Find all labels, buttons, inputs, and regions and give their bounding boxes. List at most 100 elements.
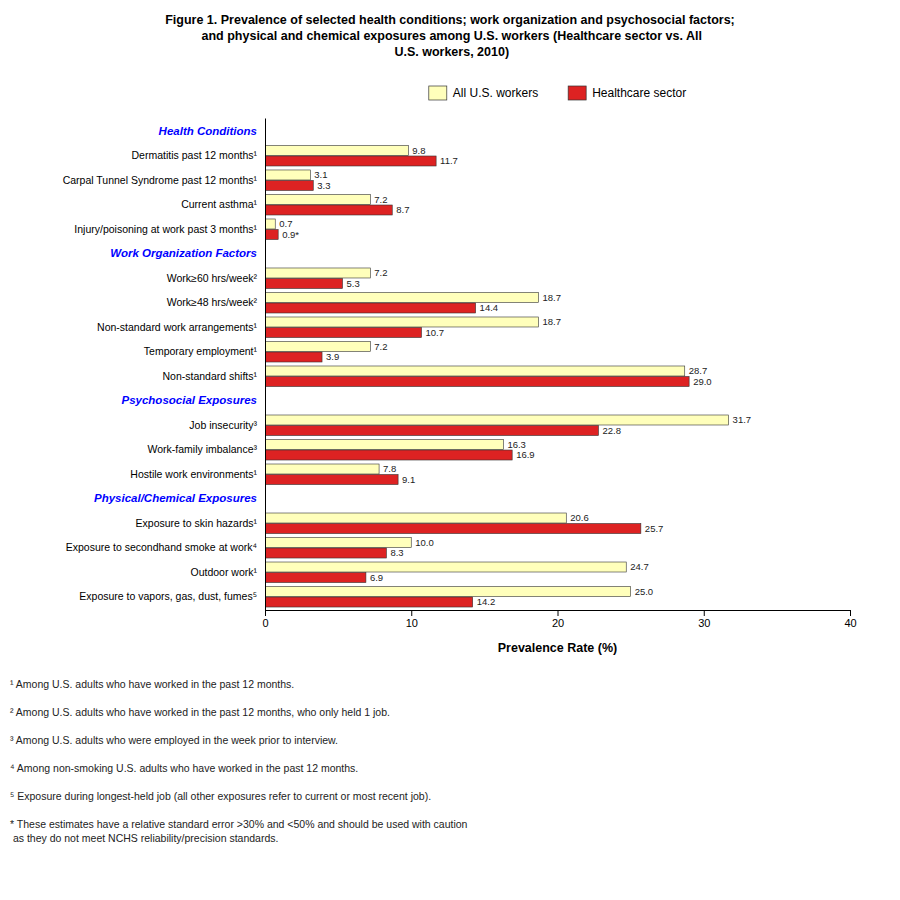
bar — [265, 562, 626, 572]
y-tick: Non-standard work arrangements¹ — [97, 321, 257, 333]
data-label: 8.3 — [390, 547, 403, 558]
category-header: Psychosocial Exposures — [121, 394, 257, 406]
data-label: 31.7 — [733, 414, 752, 425]
data-label: 22.8 — [602, 425, 621, 436]
bar — [265, 597, 473, 607]
plot-area: 9.83.17.20.77.218.718.77.228.731.716.37.… — [63, 119, 857, 656]
y-tick: Work Organization Factors — [110, 247, 257, 259]
y-tick: Non-standard shifts¹ — [162, 370, 257, 382]
footnote: ⁴ Among non-smoking U.S. adults who have… — [10, 762, 358, 774]
bar — [265, 440, 503, 450]
data-label: 7.2 — [374, 341, 387, 352]
data-label: 10.7 — [425, 327, 444, 338]
y-tick-label: Outdoor work¹ — [190, 566, 257, 578]
data-label: 25.7 — [645, 523, 664, 534]
y-tick: Hostile work environments¹ — [130, 468, 257, 480]
data-label: 18.7 — [542, 316, 561, 327]
x-tick-label: 30 — [698, 617, 710, 629]
bar — [265, 524, 641, 534]
x-tick-mark — [265, 610, 266, 616]
data-label: 7.2 — [374, 194, 387, 205]
category-header: Physical/Chemical Exposures — [94, 492, 257, 504]
bar — [265, 156, 436, 166]
y-tick: Physical/Chemical Exposures — [94, 492, 257, 504]
y-tick: Psychosocial Exposures — [121, 394, 257, 406]
bar — [265, 426, 598, 436]
y-tick: Dermatitis past 12 months¹ — [132, 149, 258, 161]
bar-series — [265, 156, 689, 607]
x-tick-mark — [704, 610, 705, 616]
footnote: * These estimates have a relative standa… — [10, 818, 468, 844]
bar — [265, 205, 392, 215]
footnote: ¹ Among U.S. adults who have worked in t… — [10, 678, 294, 690]
y-tick-label: Exposure to secondhand smoke at work⁴ — [66, 541, 257, 553]
category-header: Work Organization Factors — [110, 247, 257, 259]
y-axis: Health Conditions Dermatitis past 12 mont… — [63, 119, 266, 611]
data-label: 16.3 — [507, 439, 526, 450]
footnote: ⁵ Exposure during longest-held job (all … — [10, 790, 431, 802]
data-label: 0.7 — [279, 218, 292, 229]
y-tick: Exposure to secondhand smoke at work⁴ — [66, 541, 257, 553]
bar — [265, 303, 476, 313]
x-tick-label: 0 — [262, 617, 268, 629]
y-tick: Work≥48 hrs/week² — [167, 296, 258, 308]
y-tick-label: Carpal Tunnel Syndrome past 12 months¹ — [63, 174, 258, 186]
bar — [265, 475, 398, 485]
bar — [265, 219, 275, 229]
footnote: ³ Among U.S. adults who were employed in… — [10, 734, 338, 746]
data-label: 7.2 — [374, 267, 387, 278]
y-tick: Outdoor work¹ — [190, 566, 257, 578]
x-tick: 30 — [698, 610, 710, 629]
bar — [265, 450, 512, 460]
data-label: 10.0 — [415, 537, 434, 548]
bar — [265, 377, 689, 387]
y-tick-label: Current asthma¹ — [181, 198, 257, 210]
x-axis: 010203040 — [262, 610, 856, 629]
data-label: 5.3 — [347, 278, 360, 289]
bar — [265, 230, 278, 240]
x-tick-mark — [558, 610, 559, 616]
bar — [265, 352, 322, 362]
data-label: 6.9 — [370, 572, 383, 583]
y-tick-label: Non-standard shifts¹ — [162, 370, 257, 382]
bar — [265, 538, 411, 548]
x-tick-label: 20 — [552, 617, 564, 629]
y-tick: Injury/poisoning at work past 3 months¹ — [74, 223, 257, 235]
y-tick: Carpal Tunnel Syndrome past 12 months¹ — [63, 174, 258, 186]
bar — [265, 415, 729, 425]
footnote: ² Among U.S. adults who have worked in t… — [10, 706, 390, 718]
y-tick-label: Work-family imbalance³ — [148, 443, 258, 455]
legend-label: Healthcare sector — [592, 86, 686, 100]
bar — [265, 513, 566, 523]
bar — [265, 328, 421, 338]
chart-container: Figure 1. Prevalence of selected health … — [0, 0, 900, 900]
legend-item: Healthcare sector — [568, 86, 686, 100]
y-tick-label: Job insecurity³ — [189, 419, 257, 431]
y-tick: Health Conditions — [159, 125, 257, 137]
data-label: 16.9 — [516, 449, 535, 460]
bars — [265, 145, 729, 607]
x-tick: 20 — [552, 610, 564, 629]
bar — [265, 194, 370, 204]
data-label: 8.7 — [396, 204, 409, 215]
bar — [265, 170, 310, 180]
y-tick-label: Temporary employment¹ — [144, 345, 258, 357]
legend-swatch — [429, 86, 447, 100]
y-tick-label: Exposure to vapors, gas, dust, fumes⁵ — [79, 590, 257, 602]
bar — [265, 292, 538, 302]
y-tick-label: Dermatitis past 12 months¹ — [132, 149, 258, 161]
x-tick: 40 — [844, 610, 856, 629]
y-tick-label: Injury/poisoning at work past 3 months¹ — [74, 223, 257, 235]
footnotes: ¹ Among U.S. adults who have worked in t… — [10, 678, 468, 844]
y-tick-label: Exposure to skin hazards¹ — [136, 517, 258, 529]
y-tick: Job insecurity³ — [189, 419, 257, 431]
x-axis-line — [266, 611, 851, 617]
data-label: 3.3 — [317, 180, 330, 191]
bar — [265, 268, 370, 278]
category-header: Health Conditions — [159, 125, 257, 137]
data-label: 20.6 — [570, 512, 589, 523]
y-tick: Work≥60 hrs/week² — [167, 272, 258, 284]
data-label: 9.1 — [402, 474, 415, 485]
y-axis-line — [265, 119, 266, 611]
y-tick-label: Non-standard work arrangements¹ — [97, 321, 257, 333]
